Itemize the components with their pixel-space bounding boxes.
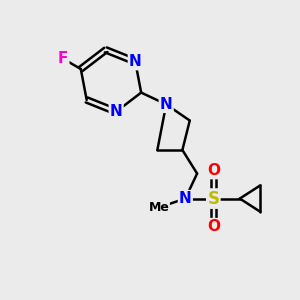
Text: F: F xyxy=(58,51,68,66)
Text: Me: Me xyxy=(148,201,169,214)
Text: S: S xyxy=(207,190,219,208)
Text: N: N xyxy=(129,54,142,69)
Text: O: O xyxy=(207,163,220,178)
Text: O: O xyxy=(207,219,220,234)
Text: N: N xyxy=(110,104,122,119)
Text: N: N xyxy=(179,191,192,206)
Text: N: N xyxy=(160,97,172,112)
